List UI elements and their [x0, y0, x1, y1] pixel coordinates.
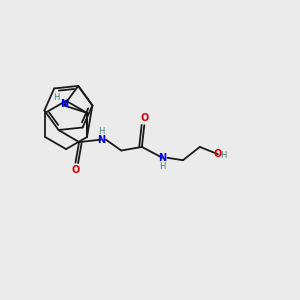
- Text: N: N: [97, 135, 105, 145]
- Text: O: O: [214, 149, 222, 159]
- Text: O: O: [71, 165, 80, 175]
- Text: H: H: [98, 127, 104, 136]
- Text: N: N: [158, 153, 166, 163]
- Text: H: H: [220, 151, 226, 160]
- Text: H: H: [159, 162, 165, 171]
- Text: O: O: [140, 113, 148, 123]
- Text: H: H: [53, 93, 59, 102]
- Text: N: N: [60, 99, 68, 109]
